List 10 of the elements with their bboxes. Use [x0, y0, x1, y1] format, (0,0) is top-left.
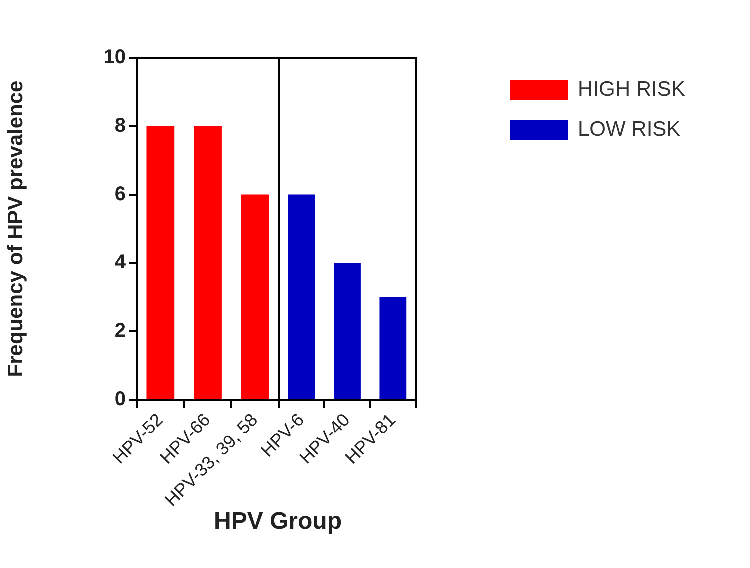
- y-tick-label: 2: [114, 320, 126, 342]
- y-tick-label: 6: [114, 183, 126, 206]
- y-tick-label: 0: [114, 388, 126, 411]
- y-tick-label: 4: [114, 252, 127, 274]
- y-tick-label: 10: [104, 46, 126, 69]
- legend-label: HIGH RISK: [578, 78, 686, 102]
- y-axis-title: Frequency of HPV prevalence: [4, 80, 28, 378]
- x-axis-title: HPV Group: [212, 508, 343, 536]
- legend-label: LOW RISK: [578, 118, 681, 142]
- y-tick-label: 8: [114, 114, 126, 137]
